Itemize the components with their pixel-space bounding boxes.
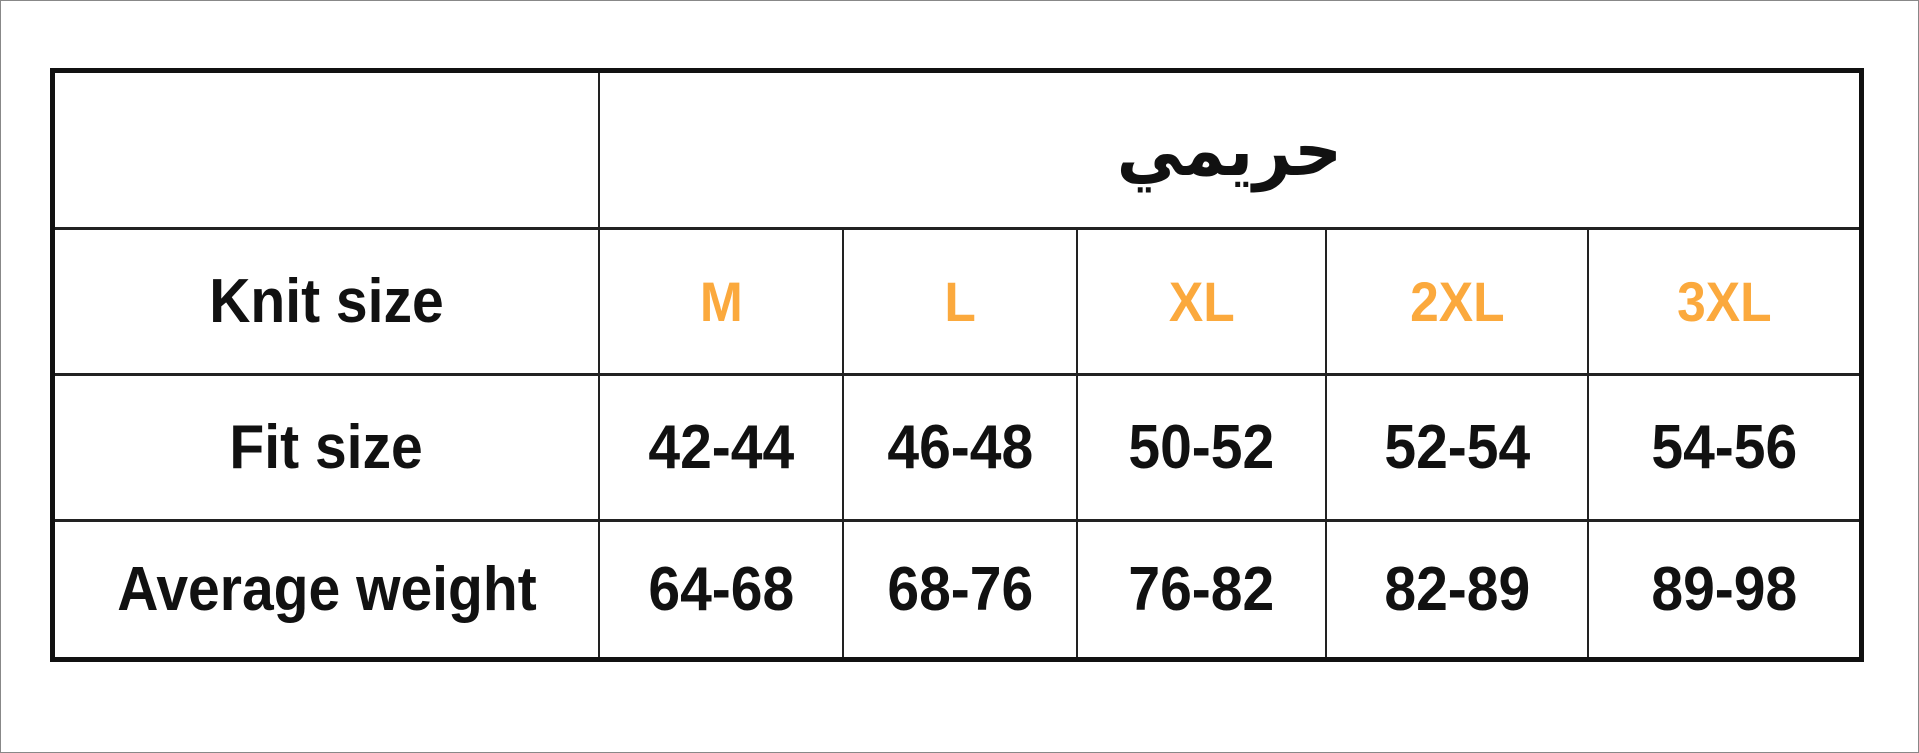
value-cell: XL [1078,230,1327,376]
title-text: حريمي [1116,108,1343,192]
row-label-cell: Average weight [55,522,600,657]
value-cell: 2XL [1327,230,1589,376]
row-label-cell: Fit size [55,376,600,522]
cell-value: L [944,270,976,333]
cell-value: 89-98 [1651,555,1797,624]
row-label: Knit size [209,267,444,336]
value-cell: 42-44 [600,376,844,522]
value-cell: 68-76 [844,522,1078,657]
value-cell: 89-98 [1589,522,1859,657]
cell-value: 2XL [1409,270,1505,333]
table-title: حريمي [600,73,1859,230]
row-label: Fit size [229,413,424,482]
cell-value: 42-44 [648,413,794,482]
value-cell: 52-54 [1327,376,1589,522]
cell-value: 82-89 [1384,555,1530,624]
value-cell: 3XL [1589,230,1859,376]
value-cell: L [844,230,1078,376]
cell-value: 46-48 [887,413,1033,482]
size-chart-table: حريمي Knit size M L XL 2XL 3XL Fit size 42-44 46… [50,68,1864,662]
cell-value: 3XL [1676,270,1772,333]
value-cell: 82-89 [1327,522,1589,657]
cell-value: XL [1168,270,1235,333]
cell-value: 52-54 [1384,413,1530,482]
row-label: Average weight [116,555,537,624]
cell-value: 54-56 [1651,413,1797,482]
value-cell: 50-52 [1078,376,1327,522]
value-cell: 46-48 [844,376,1078,522]
corner-cell [55,73,600,230]
cell-value: 50-52 [1128,413,1275,482]
cell-value: 76-82 [1128,555,1275,624]
cell-value: M [699,270,743,333]
cell-value: 68-76 [887,555,1033,624]
row-label-cell: Knit size [55,230,600,376]
value-cell: M [600,230,844,376]
value-cell: 64-68 [600,522,844,657]
value-cell: 76-82 [1078,522,1327,657]
value-cell: 54-56 [1589,376,1859,522]
cell-value: 64-68 [648,555,794,624]
